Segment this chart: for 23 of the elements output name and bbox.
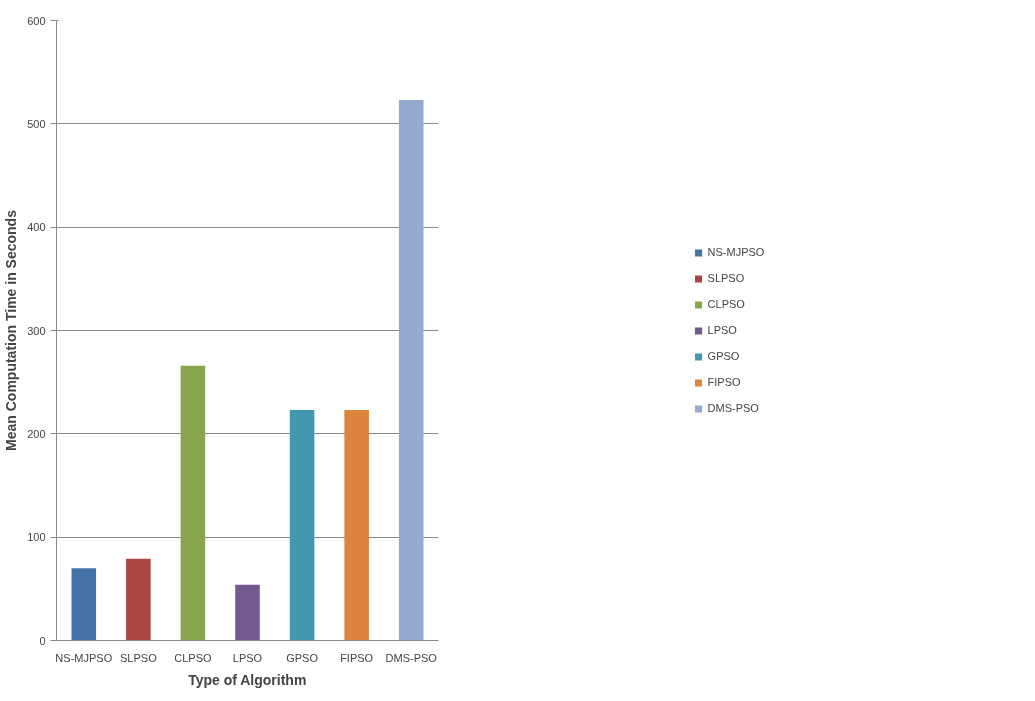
legend-label: GPSO [707, 350, 740, 362]
x-tick-label: GPSO [286, 651, 319, 664]
x-tick-label: CLPSO [174, 651, 213, 664]
legend-label: DMS-PSO [707, 402, 759, 414]
y-tick-label: 600 [27, 14, 46, 27]
y-tick-label: 500 [27, 117, 46, 130]
x-axis-title: Type of Algorithm [188, 671, 307, 688]
y-tick-label: 300 [27, 324, 46, 337]
x-tick-label: FIPSO [340, 651, 374, 664]
legend-label: FIPSO [707, 376, 741, 388]
x-tick-label: NS-MJPSO [55, 651, 113, 664]
x-tick-label: LPSO [232, 651, 263, 664]
x-tick-label: SLPSO [120, 651, 158, 664]
legend-label: LPSO [707, 324, 737, 336]
y-tick-label: 400 [27, 221, 46, 234]
y-axis-title: Mean Computation Time in Seconds [3, 209, 20, 451]
y-tick-label: 100 [27, 531, 46, 544]
legend-label: CLPSO [707, 298, 745, 310]
legend-label: SLPSO [707, 272, 745, 284]
y-tick-label: 0 [39, 634, 46, 647]
x-tick-label: DMS-PSO [385, 651, 438, 664]
y-tick-label: 200 [27, 427, 46, 440]
legend-label: NS-MJPSO [707, 246, 765, 258]
